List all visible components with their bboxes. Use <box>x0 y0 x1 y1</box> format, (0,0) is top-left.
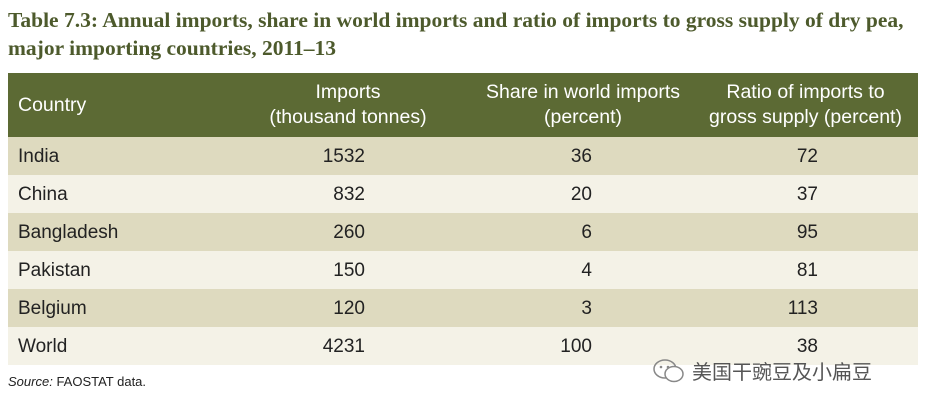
table-row: Pakistan 150 4 81 <box>8 251 918 289</box>
value-cell: 72 <box>796 145 818 167</box>
header-line: gross supply (percent) <box>709 106 902 128</box>
value-cell: 36 <box>570 145 592 167</box>
value-cell: 3 <box>581 297 592 319</box>
header-cell: Imports (thousand tonnes) <box>248 73 448 137</box>
header-line: Country <box>18 93 87 116</box>
header-cell: Country <box>18 73 238 137</box>
watermark: 美国干豌豆及小扁豆 <box>652 356 872 385</box>
table-row: Bangladesh 260 6 95 <box>8 213 918 251</box>
country-cell: Bangladesh <box>18 221 119 243</box>
country-cell: Pakistan <box>18 259 91 281</box>
table: Country Imports (thousand tonnes) Share in … <box>8 73 918 365</box>
country-cell: Belgium <box>18 297 87 319</box>
value-cell: 832 <box>333 183 365 205</box>
value-cell: 100 <box>560 335 592 357</box>
source-text: FAOSTAT data. <box>56 374 147 389</box>
header-row: Country Imports (thousand tonnes) Share in … <box>8 73 918 137</box>
source-label: Source: <box>8 374 53 389</box>
country-cell: China <box>18 183 68 205</box>
value-cell: 150 <box>333 259 365 281</box>
value-cell: 4 <box>581 259 592 281</box>
table-title: Table 7.3: Annual imports, share in worl… <box>8 8 904 60</box>
value-cell: 6 <box>581 221 592 243</box>
header-line: Share in world imports <box>486 81 680 103</box>
source-note: Source: FAOSTAT data. <box>8 374 146 389</box>
header-line: Ratio of imports to <box>726 81 885 103</box>
value-cell: 113 <box>787 297 818 319</box>
value-cell: 20 <box>570 183 592 205</box>
header-cell: Share in world imports (percent) <box>458 73 708 137</box>
table-row: World 4231 100 38 <box>8 327 918 365</box>
header-cell: Ratio of imports to gross supply (percent… <box>698 73 913 137</box>
value-cell: 1532 <box>322 145 365 167</box>
watermark-text: 美国干豌豆及小扁豆 <box>692 362 872 384</box>
value-cell: 120 <box>333 297 365 319</box>
value-cell: 95 <box>796 221 818 243</box>
value-cell: 38 <box>796 335 818 357</box>
value-cell: 4231 <box>322 335 365 357</box>
header-line: Imports <box>315 81 381 103</box>
header-line: (percent) <box>543 106 623 128</box>
value-cell: 260 <box>333 221 365 243</box>
country-cell: World <box>18 335 68 357</box>
table-row: India 1532 36 72 <box>8 137 918 175</box>
value-cell: 37 <box>796 183 818 205</box>
value-cell: 81 <box>796 259 818 281</box>
wechat-icon <box>653 358 684 382</box>
country-cell: India <box>18 145 60 167</box>
table-row: China 832 20 37 <box>8 175 918 213</box>
header-line: (thousand tonnes) <box>269 106 427 128</box>
table-row: Belgium 120 3 113 <box>8 289 918 327</box>
